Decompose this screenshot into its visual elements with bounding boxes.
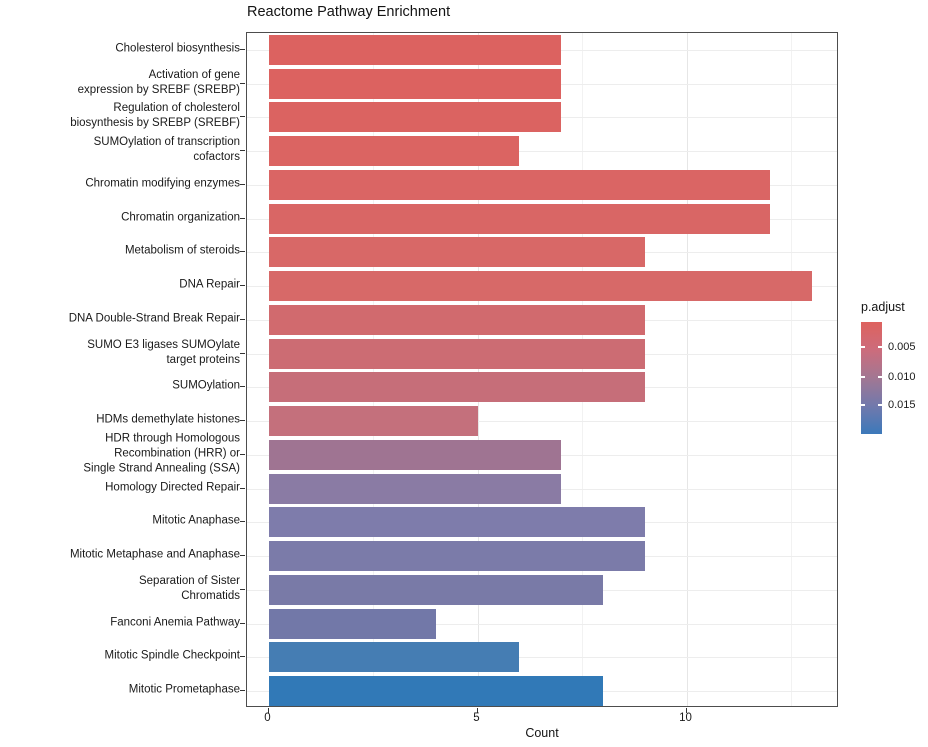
y-axis-label: Metabolism of steroids [124,244,240,257]
bar [268,439,562,470]
bar [268,541,645,572]
x-tick-mark [476,708,478,713]
minor-gridline [373,33,374,706]
y-tick-mark [240,116,245,118]
x-tick-label: 5 [473,712,480,724]
bar [268,608,436,639]
y-tick-mark [240,48,245,50]
y-tick-mark [240,622,245,624]
x-tick-mark [685,708,687,713]
y-tick-mark [240,183,245,185]
y-tick-mark [240,82,245,84]
y-axis-label: Cholesterol biosynthesis [115,42,240,55]
y-tick-mark [240,318,245,320]
major-gridline [477,33,479,706]
bar [268,68,562,99]
y-axis-label: Regulation of cholesterol biosynthesis b… [70,102,240,130]
y-tick-mark [240,521,245,523]
plot-panel [246,32,838,707]
bar [268,271,812,302]
legend-tick-mark [878,375,882,378]
y-tick-mark [240,386,245,388]
y-axis-label: Mitotic Metaphase and Anaphase [69,548,240,561]
y-axis-label: HDR through Homologous Recombination (HR… [83,432,240,475]
y-axis-labels: Cholesterol biosynthesis Activation of ge… [0,32,240,707]
legend-tick-mark [861,375,865,378]
y-tick-mark [240,453,245,455]
y-tick-mark [240,656,245,658]
y-axis-label: Fanconi Anemia Pathway [110,616,240,629]
x-axis-title: Count [525,726,559,740]
bar [268,372,645,403]
y-tick-mark [240,251,245,253]
legend-tick-mark [861,404,865,407]
legend-tick-mark [878,404,882,407]
bar [268,642,520,673]
y-axis-label: Mitotic Anaphase [152,514,240,527]
y-tick-mark [240,690,245,692]
bar [268,406,478,437]
y-axis-label: SUMOylation [172,379,240,392]
bar [268,203,771,234]
bar [268,237,645,268]
y-axis-label: DNA Repair [179,278,240,291]
y-axis-label: Chromatin modifying enzymes [85,177,240,190]
category-gridline [247,623,837,625]
x-tick-label: 10 [679,712,692,724]
legend-tick-label: 0.010 [888,370,916,383]
bar [268,136,520,167]
category-gridline [247,421,837,423]
y-axis-label: Separation of Sister Chromatids [138,574,240,602]
legend-tick-label: 0.015 [888,399,916,412]
y-axis-label: DNA Double-Strand Break Repair [68,312,240,325]
y-tick-mark [240,588,245,590]
y-axis-label: Mitotic Prometaphase [128,683,240,696]
bar [268,338,645,369]
chart-title: Reactome Pathway Enrichment [247,4,451,20]
y-tick-mark [240,217,245,219]
y-axis-label: Homology Directed Repair [105,481,240,494]
y-axis-label: SUMO E3 ligases SUMOylate target protein… [87,338,240,366]
y-tick-mark [240,150,245,152]
legend-tick-mark [878,346,882,349]
bar [268,304,645,335]
bar [268,169,771,200]
category-gridline [247,151,837,153]
legend-colorbar [861,322,882,434]
bar [268,102,562,133]
bar [268,574,603,605]
legend-tick-label: 0.005 [888,341,916,354]
y-tick-mark [240,352,245,354]
bar [268,507,645,538]
y-axis-label: SUMOylation of transcription cofactors [93,136,240,164]
minor-gridline [791,33,792,706]
x-tick-mark [267,708,269,713]
category-gridline [247,657,837,659]
y-tick-mark [240,285,245,287]
y-axis-label: Activation of gene expression by SREBF (… [77,68,240,96]
minor-gridline [582,33,583,706]
major-gridline [686,33,688,706]
y-axis-label: Chromatin organization [121,211,240,224]
y-tick-mark [240,420,245,422]
bar [268,473,562,504]
legend-title: p.adjust [861,300,905,314]
y-axis-label: HDMs demethylate histones [96,413,240,426]
x-tick-label: 0 [264,712,271,724]
y-axis-label: Mitotic Spindle Checkpoint [104,649,240,662]
bar [268,676,603,707]
bar [268,34,562,65]
y-tick-mark [240,555,245,557]
y-tick-mark [240,487,245,489]
legend-tick-mark [861,346,865,349]
